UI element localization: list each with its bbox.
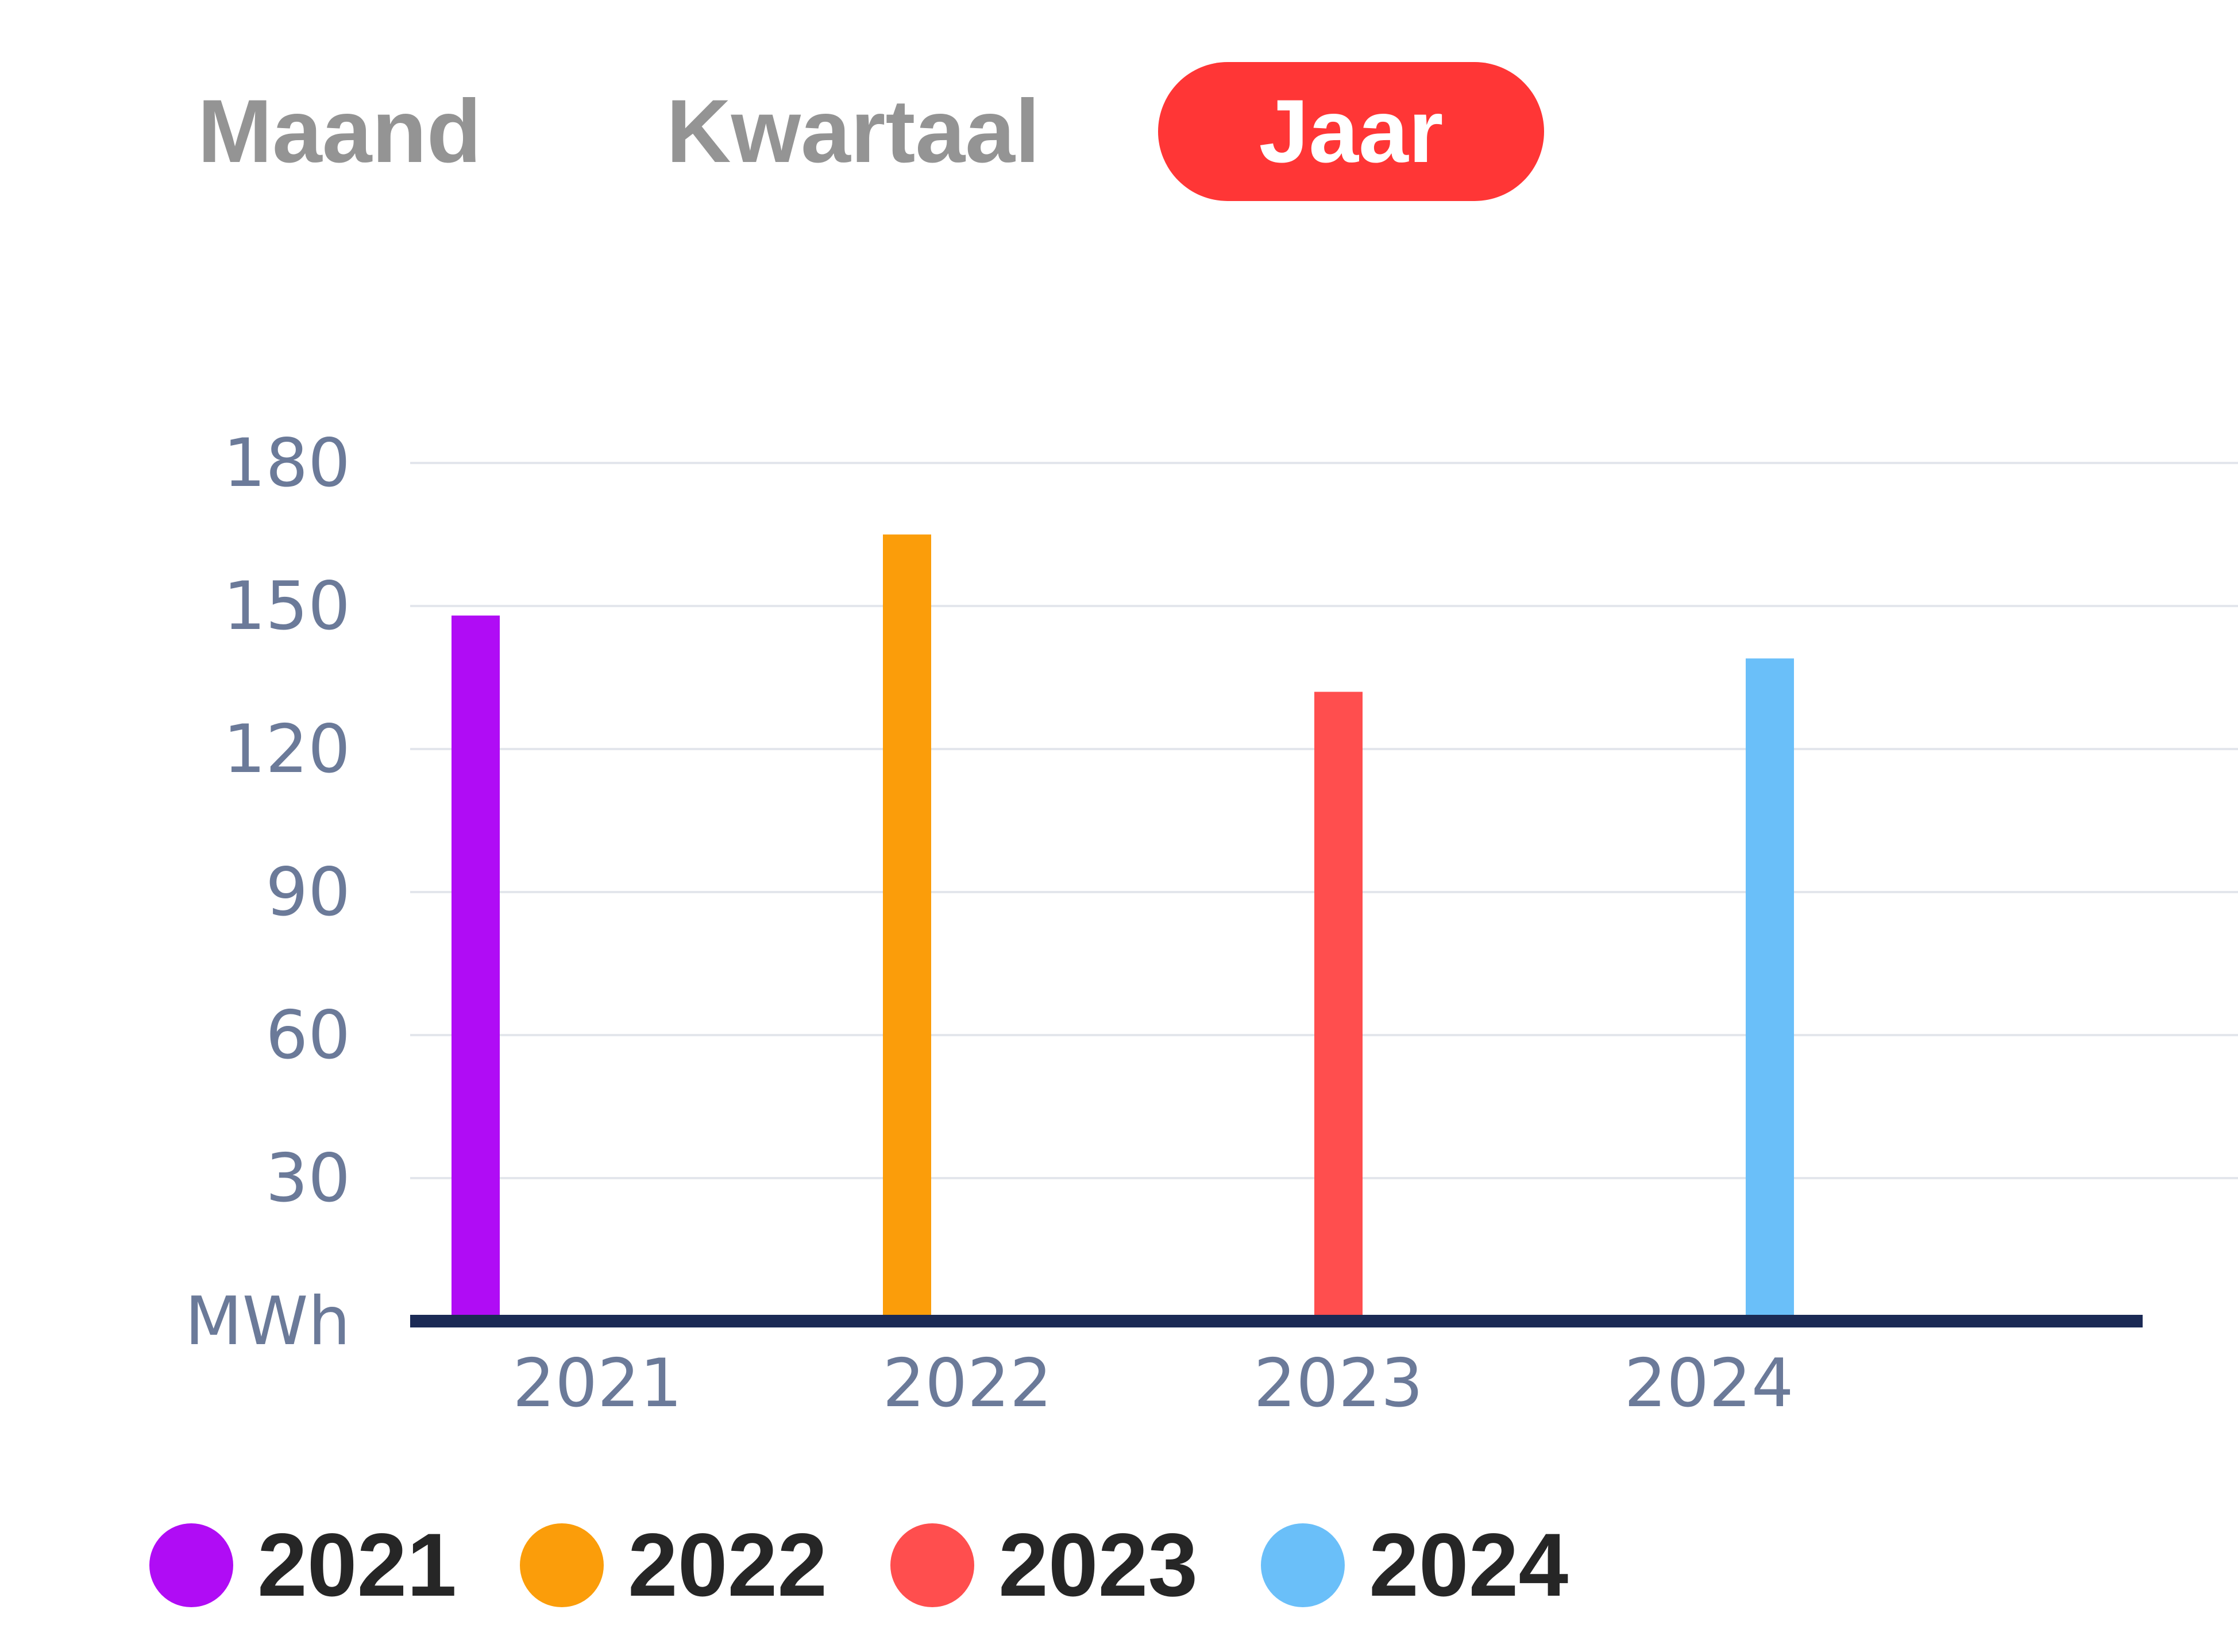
legend-label: 2023 — [998, 1515, 1198, 1615]
bar-2021[interactable] — [452, 615, 500, 1321]
chart-legend: 2021 2022 2023 2024 — [149, 1514, 1631, 1617]
period-tab-bar: Maand Kwartaal Jaar — [0, 0, 2238, 230]
bar-2024[interactable] — [1746, 658, 1794, 1321]
x-tick-label: 2023 — [1253, 1345, 1423, 1422]
legend-item-2021[interactable]: 2021 — [149, 1514, 457, 1617]
y-tick-label: 150 — [223, 568, 350, 645]
legend-item-2022[interactable]: 2022 — [520, 1514, 827, 1617]
y-tick-label: 180 — [223, 424, 350, 502]
legend-item-2024[interactable]: 2024 — [1261, 1514, 1568, 1617]
bars — [452, 534, 1794, 1322]
legend-swatch — [520, 1523, 604, 1607]
y-tick-label: MWh — [185, 1283, 350, 1360]
legend-label: 2021 — [257, 1515, 457, 1615]
bar-chart: MWh 30 60 90 120 150 180 2021 2022 2023 2024 — [185, 424, 2238, 1422]
bar-2022[interactable] — [883, 534, 931, 1322]
legend-swatch — [149, 1523, 233, 1607]
x-tick-label: 2021 — [512, 1345, 682, 1422]
tab-kwartaal[interactable]: Kwartaal — [666, 82, 1040, 182]
x-axis-ticks: 2021 2022 2023 2024 — [512, 1345, 1793, 1422]
y-tick-label: 30 — [265, 1140, 350, 1217]
x-tick-label: 2024 — [1624, 1345, 1793, 1422]
legend-swatch — [890, 1523, 975, 1607]
legend-label: 2024 — [1369, 1515, 1569, 1615]
tab-maand[interactable]: Maand — [198, 82, 482, 182]
legend-item-2023[interactable]: 2023 — [890, 1514, 1198, 1617]
legend-swatch — [1261, 1523, 1345, 1607]
y-axis-ticks: MWh 30 60 90 120 150 180 — [185, 424, 350, 1360]
x-tick-label: 2022 — [882, 1345, 1052, 1422]
legend-label: 2022 — [628, 1515, 828, 1615]
y-tick-label: 120 — [223, 711, 350, 788]
y-tick-label: 90 — [265, 854, 350, 931]
y-tick-label: 60 — [265, 997, 350, 1074]
bar-2023[interactable] — [1314, 692, 1363, 1321]
tab-jaar[interactable]: Jaar — [1158, 62, 1544, 201]
